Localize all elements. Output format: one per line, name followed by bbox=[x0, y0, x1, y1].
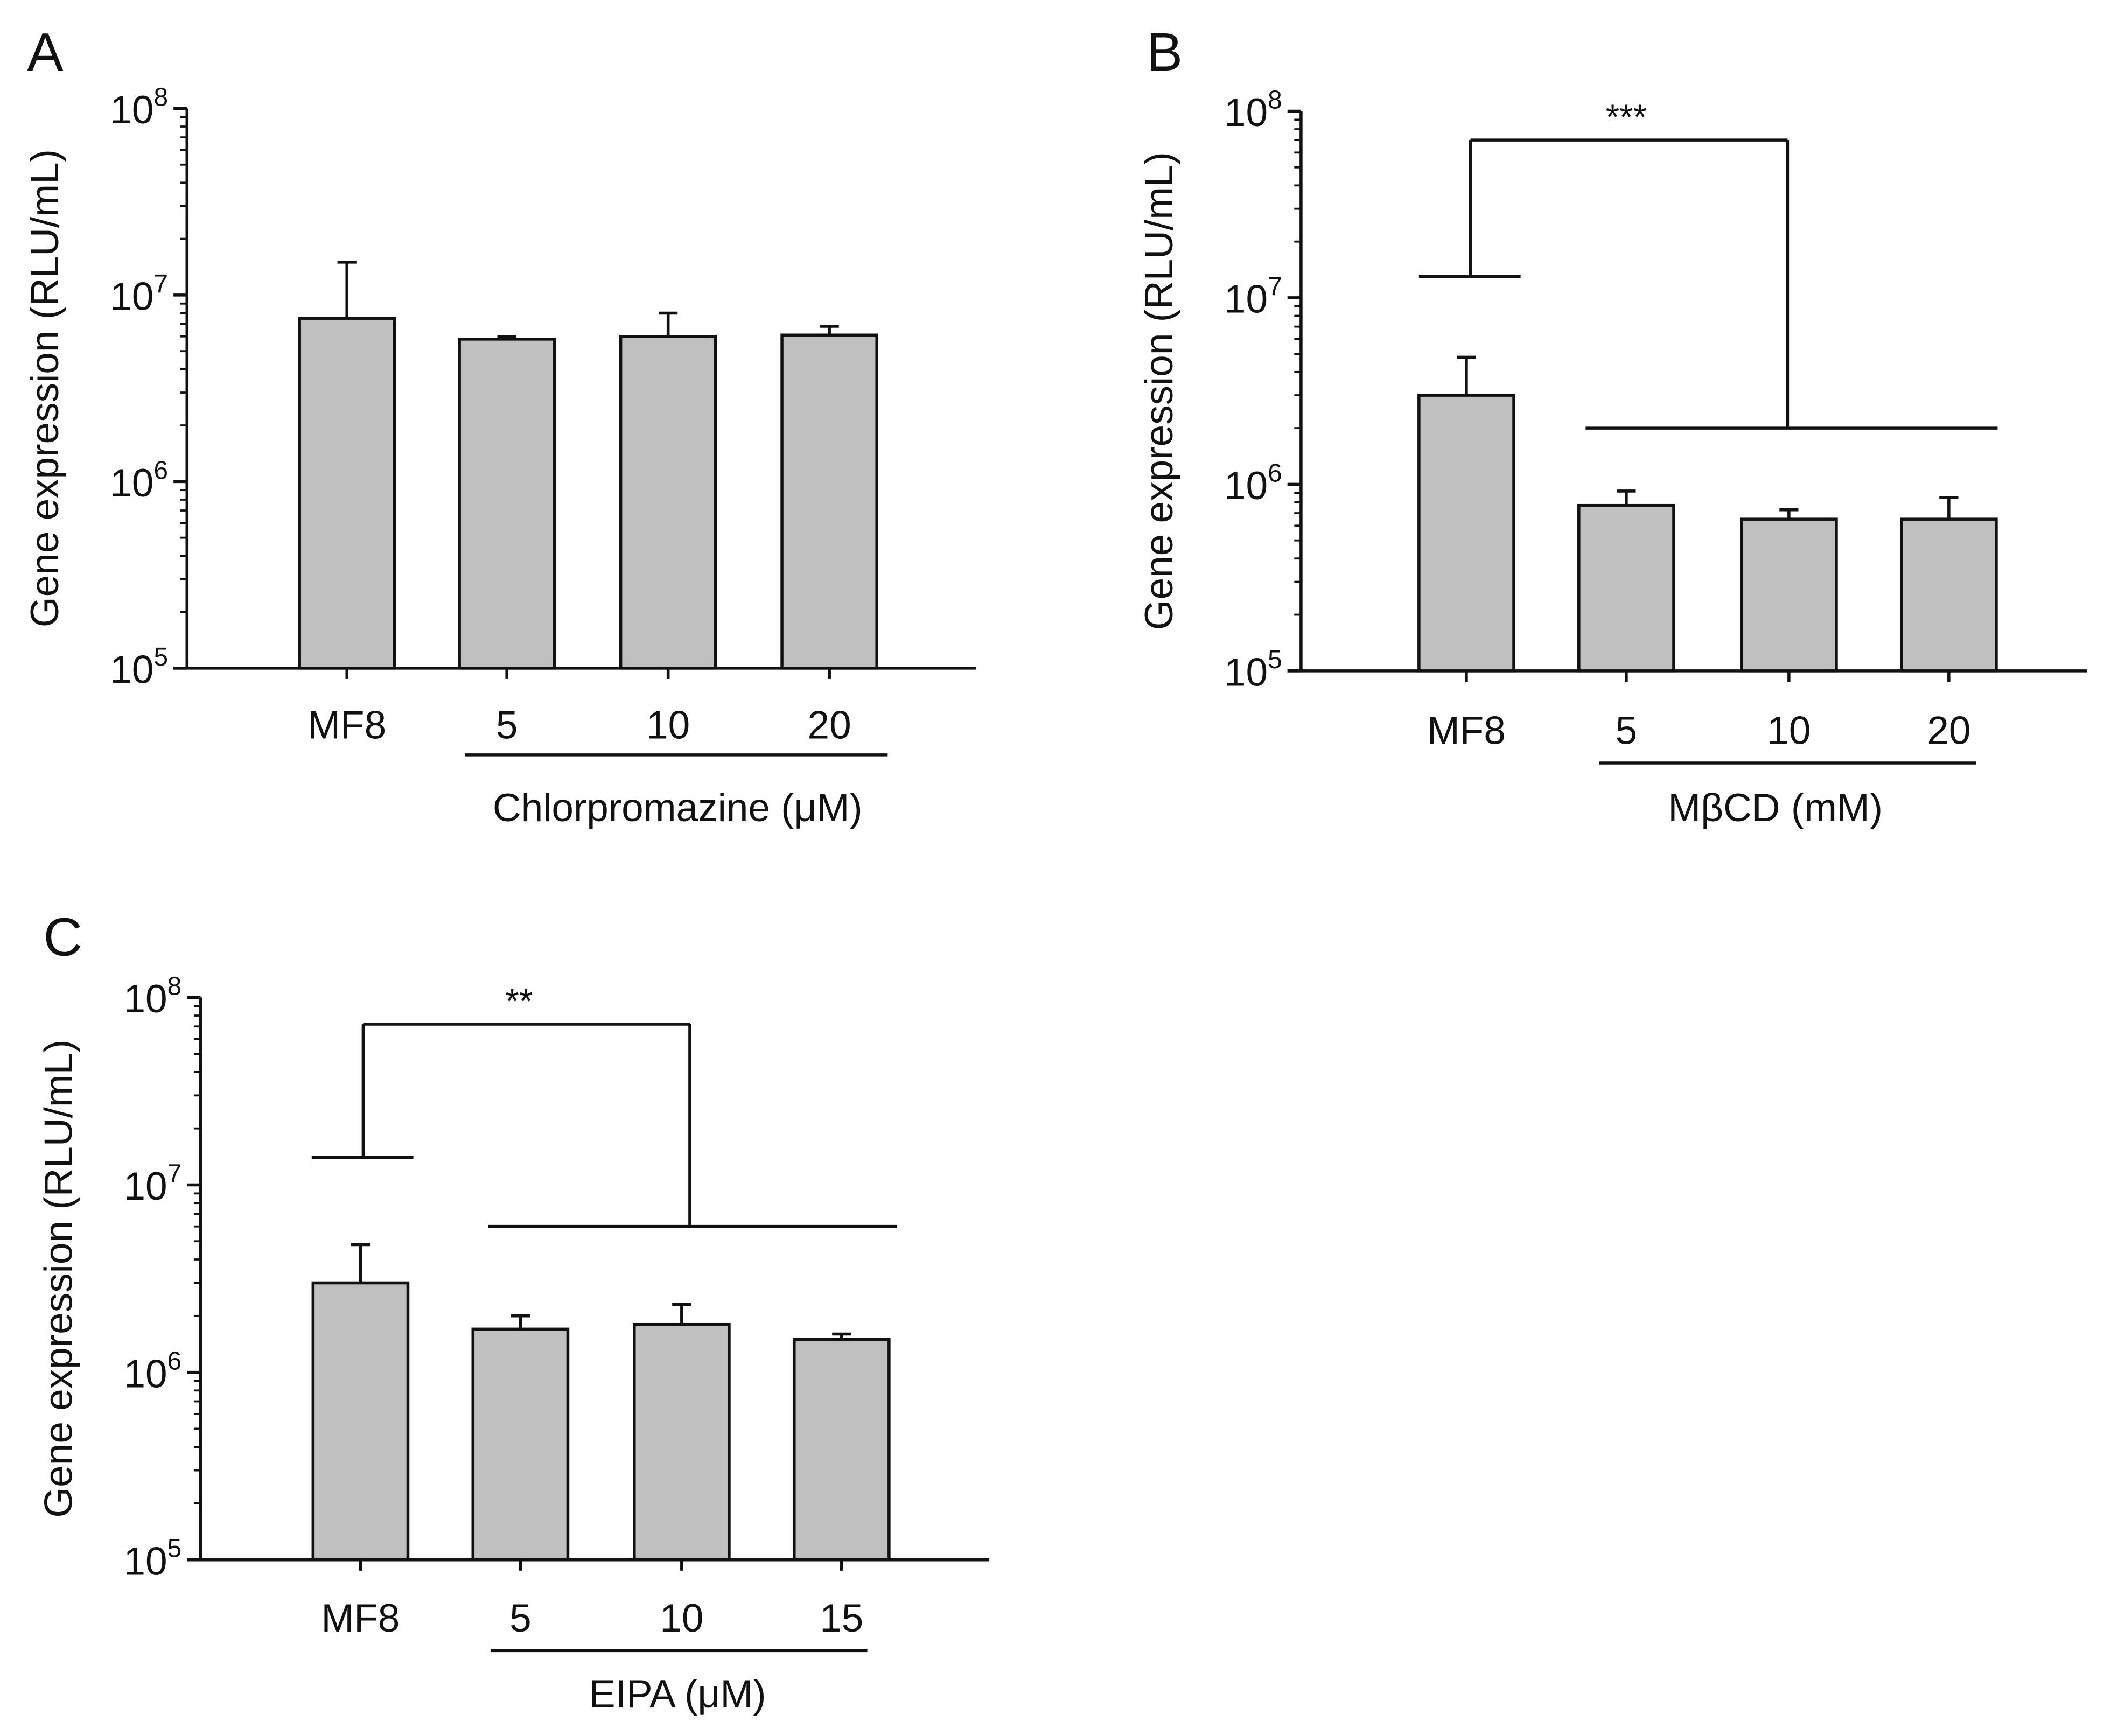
y-axis-label: Gene expression (RLU/mL) bbox=[37, 1039, 80, 1517]
y-tick-label: 108 bbox=[1224, 86, 1282, 135]
y-tick-exponent: 7 bbox=[1268, 272, 1282, 301]
y-tick-exponent: 5 bbox=[1268, 646, 1282, 674]
bar-10 bbox=[619, 334, 717, 670]
x-tick-label: 15 bbox=[820, 1597, 863, 1640]
y-tick-label: 105 bbox=[110, 643, 168, 692]
x-tick-label: 20 bbox=[808, 704, 851, 747]
y-tick-base: 10 bbox=[123, 977, 167, 1021]
y-tick-base: 10 bbox=[110, 648, 153, 691]
y-axis-label: Gene expression (RLU/mL) bbox=[23, 149, 67, 627]
x-tick-label: MF8 bbox=[321, 1597, 400, 1640]
x-tick-label: 20 bbox=[1927, 709, 1970, 753]
y-tick-exponent: 6 bbox=[153, 456, 168, 485]
bar-20 bbox=[780, 333, 878, 670]
y-tick-exponent: 6 bbox=[1268, 459, 1282, 487]
x-tick-label: MF8 bbox=[307, 704, 386, 747]
y-tick-base: 10 bbox=[110, 88, 153, 132]
y-tick-exponent: 6 bbox=[167, 1347, 182, 1376]
significance-label: ** bbox=[505, 982, 533, 1021]
y-tick-exponent: 5 bbox=[153, 643, 168, 671]
y-tick-label: 108 bbox=[123, 972, 181, 1021]
x-tick-label: 5 bbox=[496, 704, 518, 747]
y-tick-base: 10 bbox=[1224, 651, 1268, 695]
y-tick-label: 107 bbox=[110, 270, 168, 319]
bar-5 bbox=[458, 338, 556, 670]
group-label: MβCD (mM) bbox=[1668, 786, 1883, 830]
panel-letter: C bbox=[44, 907, 83, 967]
y-tick-base: 10 bbox=[1224, 91, 1268, 135]
group-label: EIPA (μM) bbox=[589, 1672, 766, 1716]
y-tick-base: 10 bbox=[123, 1539, 167, 1583]
y-tick-label: 106 bbox=[110, 456, 168, 505]
y-tick-base: 10 bbox=[123, 1352, 167, 1396]
x-tick-label: MF8 bbox=[1427, 709, 1506, 753]
y-tick-label: 108 bbox=[110, 83, 168, 132]
y-tick-label: 107 bbox=[1224, 272, 1282, 321]
y-tick-label: 105 bbox=[123, 1535, 181, 1584]
bar-10 bbox=[1740, 517, 1838, 673]
bar-20 bbox=[1899, 517, 1998, 673]
bar-mf8 bbox=[298, 317, 396, 670]
x-tick-label: 10 bbox=[660, 1597, 703, 1640]
bar-10 bbox=[632, 1322, 731, 1562]
bar-5 bbox=[471, 1327, 570, 1562]
y-tick-label: 105 bbox=[1224, 646, 1282, 695]
x-tick-label: 10 bbox=[1767, 709, 1811, 753]
significance-label: *** bbox=[1606, 97, 1647, 137]
x-tick-label: 10 bbox=[646, 704, 690, 747]
x-tick-label: 5 bbox=[1616, 709, 1638, 753]
y-tick-label: 107 bbox=[123, 1159, 181, 1208]
bar-15 bbox=[792, 1338, 891, 1562]
panel-letter: B bbox=[1147, 22, 1183, 82]
y-tick-exponent: 8 bbox=[153, 83, 168, 111]
y-tick-base: 10 bbox=[1224, 278, 1268, 321]
bar-mf8 bbox=[311, 1281, 410, 1562]
y-tick-exponent: 8 bbox=[167, 972, 182, 1000]
y-axis-label: Gene expression (RLU/mL) bbox=[1137, 152, 1181, 630]
x-tick-label: 5 bbox=[509, 1597, 532, 1640]
bar-5 bbox=[1577, 503, 1675, 673]
y-tick-base: 10 bbox=[110, 275, 153, 319]
y-tick-base: 10 bbox=[1224, 464, 1268, 508]
y-tick-exponent: 7 bbox=[167, 1159, 182, 1188]
y-tick-label: 106 bbox=[1224, 459, 1282, 508]
y-tick-exponent: 8 bbox=[1268, 86, 1282, 114]
y-tick-base: 10 bbox=[110, 461, 153, 505]
y-tick-base: 10 bbox=[123, 1165, 167, 1208]
y-tick-exponent: 5 bbox=[167, 1535, 182, 1563]
y-tick-exponent: 7 bbox=[153, 270, 168, 298]
panel-letter: A bbox=[27, 22, 63, 82]
y-tick-label: 106 bbox=[123, 1347, 181, 1396]
group-label: Chlorpromazine (μM) bbox=[493, 786, 863, 830]
bar-mf8 bbox=[1417, 394, 1515, 673]
